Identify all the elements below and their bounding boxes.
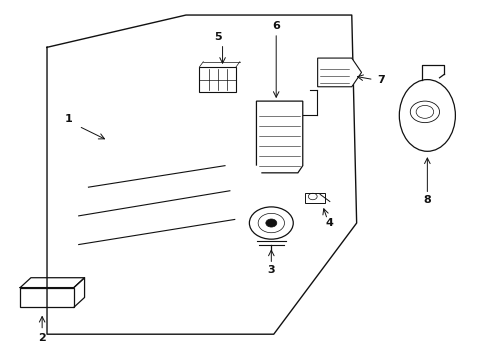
- Text: 7: 7: [376, 75, 384, 85]
- Text: 4: 4: [325, 218, 333, 228]
- Text: 3: 3: [267, 265, 275, 275]
- Circle shape: [265, 219, 276, 227]
- Polygon shape: [199, 67, 236, 92]
- Text: 5: 5: [213, 32, 221, 41]
- Text: 2: 2: [38, 333, 46, 343]
- Polygon shape: [305, 193, 325, 203]
- Text: 8: 8: [423, 195, 430, 205]
- Text: 6: 6: [272, 21, 280, 31]
- Ellipse shape: [399, 80, 454, 151]
- Polygon shape: [317, 58, 361, 87]
- Circle shape: [249, 207, 293, 239]
- Text: 1: 1: [65, 114, 73, 124]
